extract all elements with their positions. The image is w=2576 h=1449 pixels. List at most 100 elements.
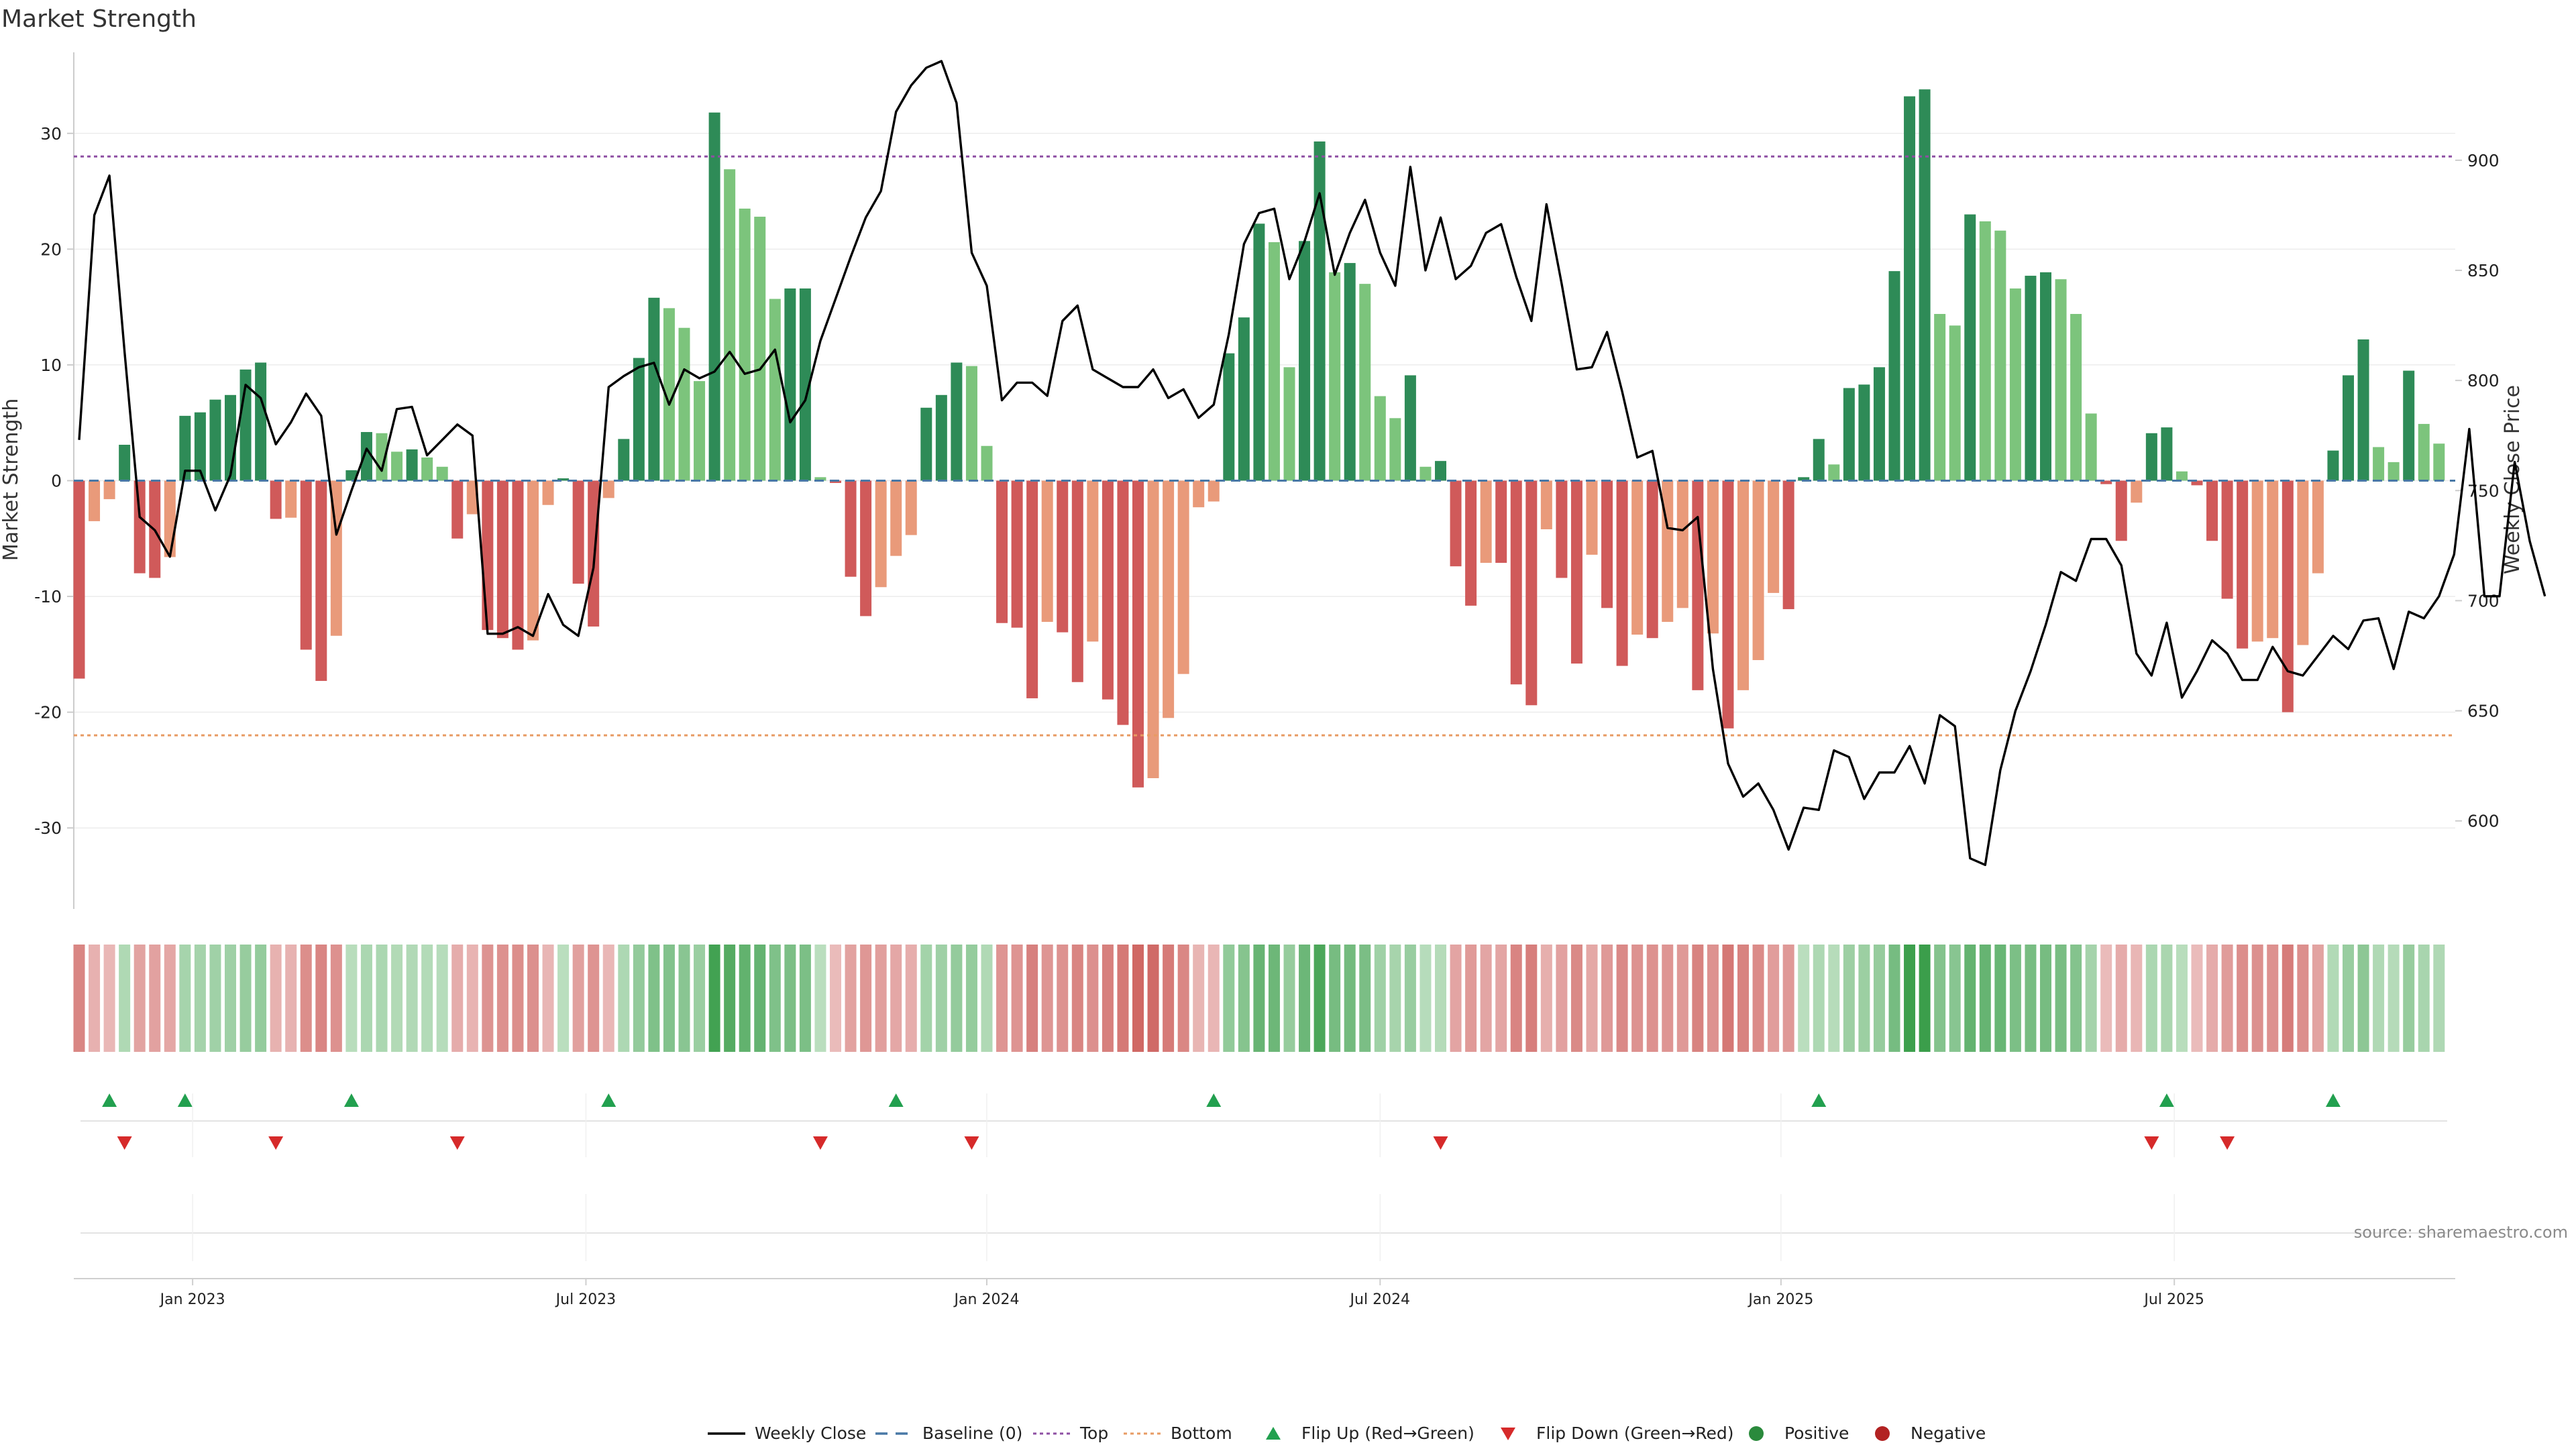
heatmap-cell [436, 945, 448, 1052]
strength-bar [1374, 396, 1386, 481]
left-tick-label: 10 [40, 356, 62, 375]
strength-bar [315, 480, 327, 682]
legend-label: Negative [1911, 1424, 1986, 1443]
strength-bar [1283, 367, 1295, 481]
heatmap-cell [572, 945, 584, 1052]
strength-bar [194, 412, 206, 481]
heatmap-cell [2176, 945, 2188, 1052]
flip-markers [80, 1093, 2447, 1234]
right-tick-label: 850 [2467, 261, 2500, 280]
heatmap-cell [935, 945, 947, 1052]
heatmap-cell [2055, 945, 2067, 1052]
strength-bar [965, 366, 977, 481]
heatmap-cell [2373, 945, 2385, 1052]
heatmap-cell [739, 945, 751, 1052]
heatmap-cell [300, 945, 312, 1052]
heatmap-cell [330, 945, 342, 1052]
strength-bar [1313, 141, 1326, 481]
strength-bar [285, 480, 297, 518]
strength-bar [708, 112, 720, 481]
heatmap-cell [754, 945, 766, 1052]
strength-bar [1041, 480, 1053, 623]
heatmap-cell [633, 945, 645, 1052]
strength-bar [512, 480, 524, 650]
heatmap-cell [1495, 945, 1507, 1052]
flip-up-marker [177, 1093, 193, 1107]
heatmap-cell [1616, 945, 1628, 1052]
heatmap-cell [466, 945, 478, 1052]
flip-down-marker [1433, 1136, 1448, 1150]
heatmap-cell [2357, 945, 2369, 1052]
heatmap-cell [1087, 945, 1099, 1052]
heatmap-cell [1949, 945, 1961, 1052]
legend-label: Baseline (0) [922, 1424, 1022, 1443]
heatmap-cell [194, 945, 206, 1052]
heatmap-cell [1238, 945, 1250, 1052]
heatmap-cell [784, 945, 796, 1052]
strength-bar [618, 439, 630, 481]
strength-bar [1480, 480, 1492, 564]
left-tick-label: 0 [51, 472, 62, 491]
strength-bar [2251, 480, 2263, 642]
strength-bar [1949, 325, 1961, 481]
heatmap-cell [830, 945, 841, 1052]
strength-bar [2085, 413, 2097, 481]
strength-bar [1026, 480, 1038, 698]
heatmap-cell [1313, 945, 1326, 1052]
legend-swatch [1875, 1426, 1890, 1441]
heatmap-cell [845, 945, 857, 1052]
strength-bar [1208, 480, 1220, 502]
heatmap-cell [663, 945, 675, 1052]
strength-bar [1132, 480, 1144, 788]
heatmap-cell [1283, 945, 1295, 1052]
strength-bar [421, 457, 433, 481]
reference-lines [74, 155, 2455, 737]
strength-bar [1011, 480, 1023, 628]
heatmap-cell [1071, 945, 1083, 1052]
strength-bar [1873, 367, 1885, 481]
strength-bar [1828, 464, 1840, 481]
heatmap-cell [1934, 945, 1946, 1052]
strength-bar [1676, 480, 1688, 608]
strength-bar [2282, 480, 2294, 712]
flip-down-marker [2144, 1136, 2159, 1150]
strength-bar [2221, 480, 2233, 599]
heatmap-cell [376, 945, 388, 1052]
strength-bar [179, 415, 191, 481]
heatmap-cell [2418, 945, 2430, 1052]
date-tick-label: Jan 2024 [953, 1291, 1020, 1308]
strength-bar [1223, 353, 1235, 481]
strength-bar [1798, 477, 1810, 481]
strength-bar [2206, 480, 2218, 541]
strength-bar [905, 480, 917, 535]
heatmap-cell [1707, 945, 1719, 1052]
right-tick-label: 750 [2467, 481, 2500, 500]
strength-bar [1404, 375, 1416, 481]
heatmap-cell [1163, 945, 1175, 1052]
heatmap-cell [1768, 945, 1780, 1052]
heatmap-cell [814, 945, 826, 1052]
heatmap-cell [2145, 945, 2157, 1052]
strength-bar [1556, 480, 1568, 578]
strength-bar [1888, 271, 1900, 481]
strength-bar [1586, 480, 1598, 555]
strength-bar [1435, 461, 1446, 481]
strength-bar [1646, 480, 1658, 639]
weekly-close-line [78, 60, 2546, 866]
flip-up-marker [1811, 1093, 1827, 1107]
heatmap-cell [1556, 945, 1568, 1052]
source-note: source: sharemaestro.com [2354, 1223, 2568, 1242]
strength-bar [1253, 223, 1265, 481]
strength-bar [663, 308, 675, 481]
heatmap-cell [905, 945, 917, 1052]
heatmap-cell [1858, 945, 1870, 1052]
heatmap-cell [527, 945, 539, 1052]
flip-up-marker [1206, 1093, 1222, 1107]
heatmap-cell [1208, 945, 1220, 1052]
strength-bar [2312, 480, 2324, 574]
strength-bar [1117, 480, 1129, 725]
heatmap-cell [1329, 945, 1341, 1052]
strength-bar [1177, 480, 1189, 674]
heatmap-cell [2312, 945, 2324, 1052]
